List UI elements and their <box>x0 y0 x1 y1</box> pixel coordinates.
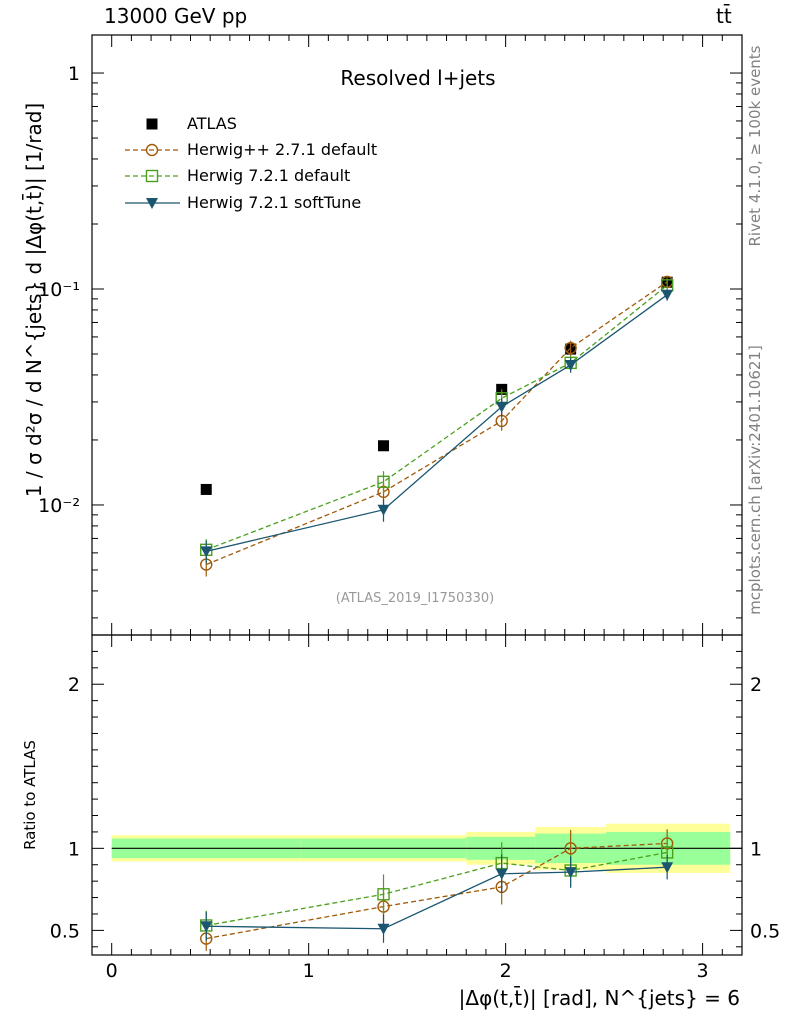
y-axis-label: 1 / σ d²σ / d N^{jets} d |Δφ(t,t̄)| [1/r… <box>22 102 46 498</box>
legend-label-atlas: ATLAS <box>187 114 237 133</box>
analysis-id-label: (ATLAS_2019_I1750330) <box>335 591 495 606</box>
mcplots-label: mcplots.cern.ch [arXiv:2401.10621] <box>746 345 764 615</box>
data-point-herwig-7-2-1-softtune <box>564 359 577 371</box>
legend-marker-herwig-7-2-1-softtune <box>146 198 158 209</box>
ratio-point-herwig-7-2-1-softtune <box>200 921 213 933</box>
series-line-herwig-7-2-1-softtune <box>206 294 668 552</box>
data-series <box>200 275 674 951</box>
y-tick-label-ratio-right: 0.5 <box>750 920 780 942</box>
y-tick-label-main: 1 <box>68 63 80 85</box>
data-point-atlas <box>200 483 212 495</box>
ratio-point-herwig-7-2-1-softtune <box>377 923 390 935</box>
rivet-version-label: Rivet 4.1.0, ≥ 100k events <box>746 45 764 247</box>
x-axis-label: |Δφ(t,t̄)| [rad], N^{jets} = 6 <box>458 986 740 1010</box>
y-tick-label-ratio: 1 <box>68 838 80 860</box>
series-line-herwig-7-2-1-default <box>206 284 668 551</box>
ratio-point-herwig-7-2-1-softtune <box>564 867 577 879</box>
legend <box>125 118 180 209</box>
data-point-herwig-2-7-1-default <box>564 341 577 355</box>
y-tick-label-ratio: 0.5 <box>50 920 80 942</box>
y-tick-label-main: 10⁻² <box>38 495 80 517</box>
data-point-herwig-7-2-1-softtune <box>495 401 508 413</box>
data-point-atlas <box>378 440 390 452</box>
axis-tick-labels: 0 1 2 3 1 10⁻¹ 10⁻² 0.5 0.5 1 1 2 2 <box>38 63 780 982</box>
energy-label: 13000 GeV pp <box>104 4 248 28</box>
axis-ticks <box>91 35 743 955</box>
ratio-point-herwig-7-2-1-softtune <box>495 868 508 880</box>
ratio-point-herwig-2-7-1-default <box>564 842 577 855</box>
process-label: tt̄ <box>716 4 732 28</box>
x-tick-label: 2 <box>500 960 512 982</box>
data-point-herwig-7-2-1-softtune <box>200 546 213 558</box>
ratio-point-herwig-7-2-1-softtune <box>661 862 674 874</box>
data-point-herwig-7-2-1-softtune <box>377 504 390 516</box>
plot-frames <box>91 34 743 956</box>
ratio-uncertainty-bands <box>111 823 742 873</box>
legend-label-herwigpp-271: Herwig++ 2.7.1 default <box>187 140 378 159</box>
y-tick-label-ratio-right: 2 <box>750 674 762 696</box>
x-tick-label: 3 <box>697 960 709 982</box>
ratio-line-herwig-7-2-1-default <box>206 851 668 927</box>
y-tick-label-main: 10⁻¹ <box>38 279 80 301</box>
legend-marker-atlas <box>146 118 158 130</box>
legend-marker-herwig-7-2-1-default <box>145 169 159 183</box>
legend-marker-herwig-2-7-1-default <box>145 143 159 157</box>
y-tick-label-ratio-right: 1 <box>750 838 762 860</box>
ratio-plot-frame <box>91 634 743 956</box>
data-point-herwig-7-2-1-softtune <box>661 289 674 301</box>
x-tick-label: 1 <box>303 960 315 982</box>
data-point-herwig-7-2-1-default <box>377 475 390 489</box>
x-tick-label: 0 <box>106 960 118 982</box>
chart-title: Resolved l+jets <box>340 66 496 90</box>
y-tick-label-ratio: 2 <box>68 674 80 696</box>
series-line-herwig-2-7-1-default <box>205 281 668 566</box>
ratio-y-axis-label: Ratio to ATLAS <box>21 740 39 850</box>
ratio-point-herwig-7-2-1-default <box>377 888 390 901</box>
legend-label-herwig-721-softtune: Herwig 7.2.1 softTune <box>187 193 362 212</box>
legend-label-herwig-721-default: Herwig 7.2.1 default <box>187 166 351 185</box>
